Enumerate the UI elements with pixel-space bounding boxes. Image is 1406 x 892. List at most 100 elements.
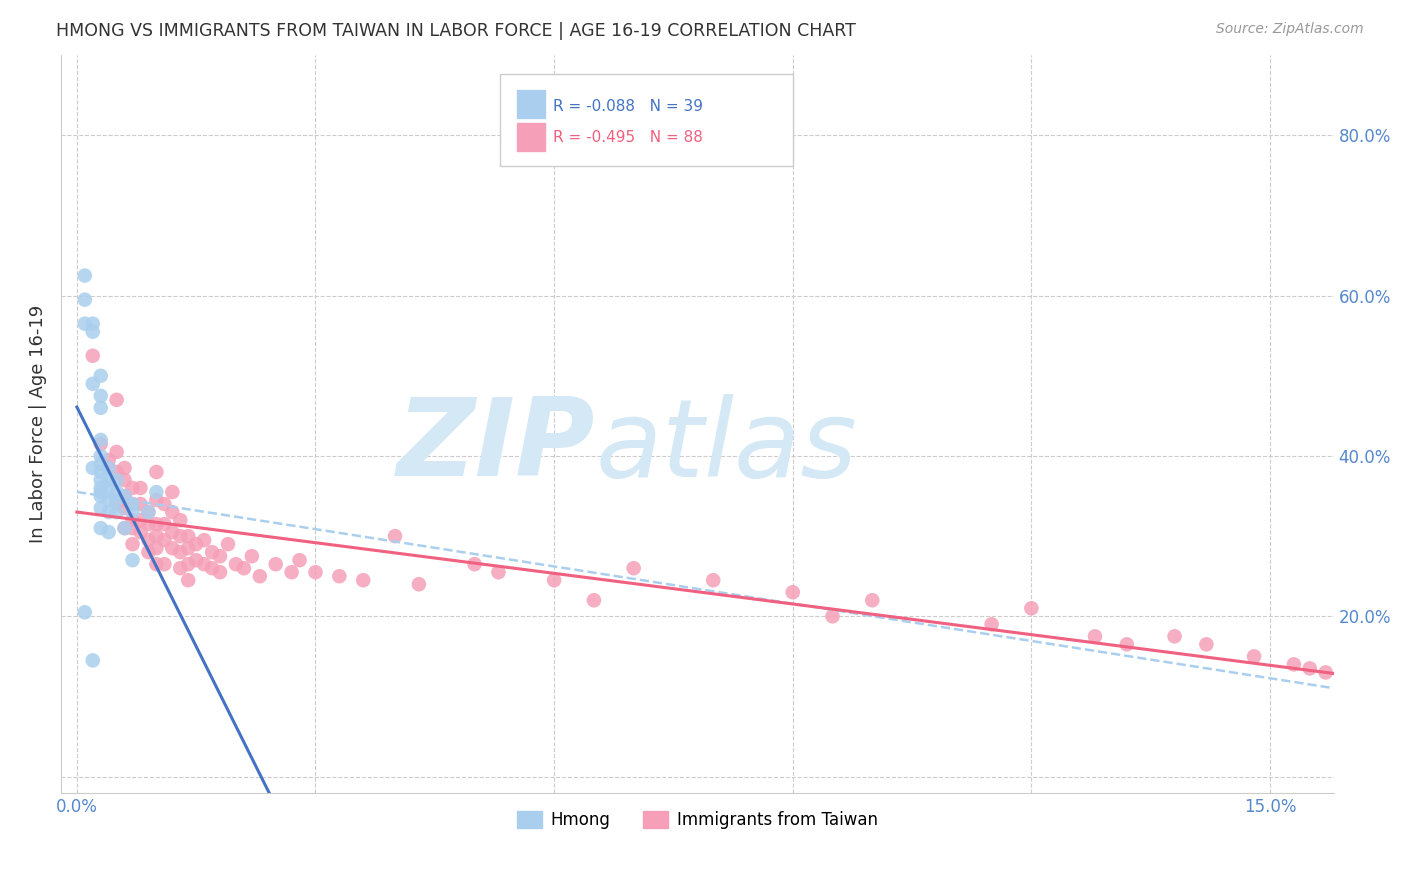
Point xyxy=(543,573,565,587)
Text: HMONG VS IMMIGRANTS FROM TAIWAN IN LABOR FORCE | AGE 16-19 CORRELATION CHART: HMONG VS IMMIGRANTS FROM TAIWAN IN LABOR… xyxy=(56,22,856,40)
Point xyxy=(1299,661,1322,675)
Point xyxy=(90,449,112,463)
Point xyxy=(145,517,167,532)
Point xyxy=(82,653,104,667)
Y-axis label: In Labor Force | Age 16-19: In Labor Force | Age 16-19 xyxy=(30,305,46,543)
Point xyxy=(90,485,112,500)
Point xyxy=(623,561,645,575)
Point xyxy=(90,389,112,403)
Point xyxy=(162,485,184,500)
Point xyxy=(1315,665,1337,680)
Point xyxy=(193,533,215,548)
Point xyxy=(114,489,136,503)
Point xyxy=(138,545,160,559)
Point xyxy=(240,549,263,564)
Point xyxy=(162,541,184,556)
Point xyxy=(97,505,120,519)
Point xyxy=(90,401,112,415)
Point xyxy=(90,481,112,495)
Point xyxy=(264,557,287,571)
Point xyxy=(121,497,143,511)
Point xyxy=(129,497,152,511)
Point xyxy=(1195,637,1218,651)
Point xyxy=(1243,649,1265,664)
Point xyxy=(145,529,167,543)
Point xyxy=(177,573,200,587)
Point xyxy=(169,529,191,543)
Point xyxy=(304,565,326,579)
Point xyxy=(153,517,176,532)
Point xyxy=(121,521,143,535)
Point xyxy=(201,545,224,559)
Point xyxy=(162,525,184,540)
Point xyxy=(114,489,136,503)
Point xyxy=(97,481,120,495)
Text: R = -0.088   N = 39: R = -0.088 N = 39 xyxy=(554,99,703,114)
Point xyxy=(138,505,160,519)
Point xyxy=(153,497,176,511)
Point xyxy=(177,557,200,571)
Point xyxy=(169,513,191,527)
Point xyxy=(105,445,128,459)
Point xyxy=(193,557,215,571)
Point xyxy=(145,557,167,571)
Point xyxy=(97,525,120,540)
Text: Source: ZipAtlas.com: Source: ZipAtlas.com xyxy=(1216,22,1364,37)
Point xyxy=(90,465,112,479)
Point xyxy=(702,573,724,587)
Point xyxy=(73,268,96,283)
Point xyxy=(82,325,104,339)
Point xyxy=(97,453,120,467)
Point xyxy=(129,513,152,527)
Point xyxy=(129,525,152,540)
Point xyxy=(97,493,120,508)
Point xyxy=(782,585,804,599)
Bar xyxy=(516,123,544,151)
Point xyxy=(208,565,231,579)
Point xyxy=(105,505,128,519)
Point xyxy=(162,505,184,519)
Point xyxy=(73,605,96,619)
Point xyxy=(138,505,160,519)
Point xyxy=(352,573,374,587)
Point xyxy=(105,485,128,500)
Point xyxy=(153,533,176,548)
Point xyxy=(105,473,128,487)
Point xyxy=(90,457,112,471)
Point xyxy=(114,521,136,535)
Point xyxy=(280,565,302,579)
Point xyxy=(145,493,167,508)
Point xyxy=(145,465,167,479)
Point xyxy=(1163,629,1185,643)
Point xyxy=(1115,637,1137,651)
Point xyxy=(82,349,104,363)
Text: atlas: atlas xyxy=(596,393,858,499)
Point xyxy=(232,561,254,575)
Point xyxy=(177,541,200,556)
Point xyxy=(121,505,143,519)
Point xyxy=(1282,657,1305,672)
Point xyxy=(97,461,120,475)
Point xyxy=(145,485,167,500)
Point xyxy=(582,593,605,607)
Point xyxy=(90,473,112,487)
Point xyxy=(121,513,143,527)
Point xyxy=(1084,629,1107,643)
Point xyxy=(217,537,239,551)
Point xyxy=(138,533,160,548)
Point xyxy=(1021,601,1043,615)
Point xyxy=(153,557,176,571)
Point xyxy=(177,529,200,543)
Point xyxy=(90,368,112,383)
Legend: Hmong, Immigrants from Taiwan: Hmong, Immigrants from Taiwan xyxy=(510,805,884,836)
Text: ZIP: ZIP xyxy=(396,393,596,499)
Point xyxy=(82,461,104,475)
Point xyxy=(105,392,128,407)
Text: R = -0.495   N = 88: R = -0.495 N = 88 xyxy=(554,130,703,145)
Point xyxy=(145,541,167,556)
Point xyxy=(138,517,160,532)
Point xyxy=(90,501,112,516)
Point xyxy=(114,473,136,487)
Point xyxy=(105,465,128,479)
Point xyxy=(82,317,104,331)
